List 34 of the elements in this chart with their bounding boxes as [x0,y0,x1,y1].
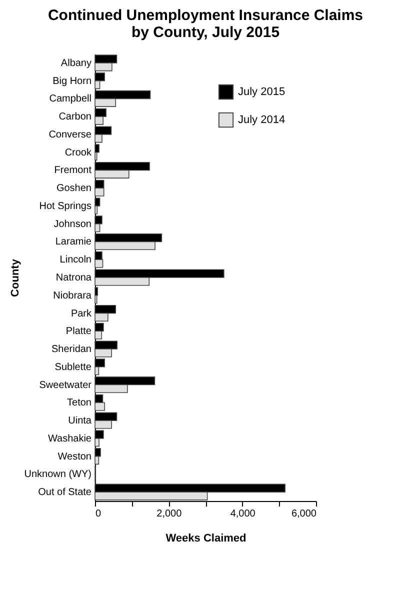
y-tick-label: Hot Springs [39,200,92,212]
x-tick-label: 4,000 [230,508,256,520]
y-tick-label: Campbell [49,94,92,105]
x-tick-label: 2,000 [156,508,182,520]
y-tick-label: Fremont [54,165,92,176]
y-tick-label: Unknown (WY) [24,469,92,480]
y-tick-label: Washakie [48,433,92,444]
legend-label: July 2014 [238,114,286,126]
y-tick-label: Sweetwater [39,380,92,391]
y-tick-label: Niobrara [53,290,92,302]
y-tick-label: Park [70,308,92,320]
y-tick-label: Weston [58,451,92,462]
y-tick-label: Sheridan [51,344,92,356]
y-axis-title: County [9,258,22,297]
y-tick-label: Crook [64,147,92,158]
chart-title: Continued Unemployment Insurance Claims by County, July 2015 [48,7,364,41]
y-tick-label: Johnson [54,218,92,230]
x-tick-label: 6,000 [291,508,317,520]
x-axis-title: Weeks Claimed [166,532,246,544]
y-tick-label: Uinta [68,416,92,427]
x-tick-label: 0 [96,508,102,520]
y-tick-label: Laramie [55,236,92,248]
y-tick-label: Albany [60,58,92,69]
y-tick-label: Out of State [38,487,92,498]
y-tick-label: Big Horn [52,76,92,87]
legend-label: July 2015 [238,86,286,98]
y-tick-label: Sublette [54,362,92,373]
y-tick-label: Teton [67,398,92,409]
y-tick-label: Converse [48,129,92,140]
y-tick-label: Carbon [58,112,92,123]
y-tick-label: Natrona [56,272,92,284]
y-tick-label: Platte [66,326,92,338]
y-tick-label: Goshen [56,183,92,194]
y-tick-label: Lincoln [60,254,92,266]
